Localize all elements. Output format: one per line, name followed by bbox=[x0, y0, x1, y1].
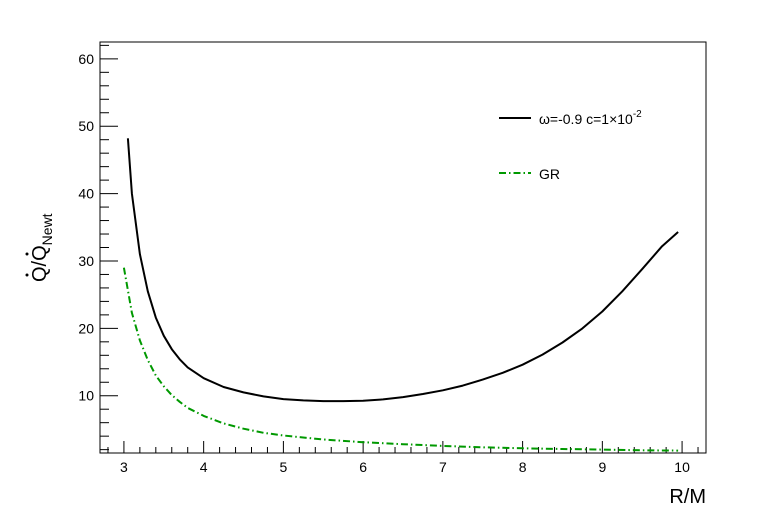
x-tick-label: 5 bbox=[279, 459, 287, 475]
y-axis-title-dot-1 bbox=[25, 273, 29, 277]
x-tick-label: 4 bbox=[200, 459, 208, 475]
y-axis-title: Q/QNewt bbox=[29, 213, 55, 282]
legend-label-series-1: ω=-0.9 c=1×10-2 bbox=[539, 109, 642, 127]
y-tick-label: 60 bbox=[78, 51, 94, 67]
y-tick-label: 40 bbox=[78, 186, 94, 202]
series-layer bbox=[122, 138, 679, 452]
legend-label-series-2: GR bbox=[539, 166, 560, 182]
x-tick-label: 3 bbox=[120, 459, 128, 475]
x-tick-label: 10 bbox=[674, 459, 690, 475]
x-tick-label: 6 bbox=[359, 459, 367, 475]
y-axis-ticks: 10 20 30 40 50 60 bbox=[78, 44, 118, 451]
y-tick-label: 50 bbox=[78, 118, 94, 134]
y-axis-title-sub: Newt bbox=[39, 213, 55, 245]
x-tick-label: 7 bbox=[439, 459, 447, 475]
y-axis-title-group: Q/QNewt bbox=[25, 213, 55, 282]
y-tick-label: 20 bbox=[78, 320, 94, 336]
y-axis-title-dot-2 bbox=[25, 252, 29, 256]
legend-label-series-1-sup: -2 bbox=[633, 109, 642, 120]
y-axis-title-main: Q/Q bbox=[29, 245, 51, 282]
x-axis-ticks: 3 4 5 6 7 8 9 10 bbox=[107, 441, 699, 475]
legend-label-series-1-main: ω=-0.9 c=1×10 bbox=[539, 111, 633, 127]
y-tick-label: 30 bbox=[78, 253, 94, 269]
series-line-1 bbox=[126, 138, 679, 403]
series-line-2 bbox=[122, 267, 679, 452]
x-tick-label: 9 bbox=[598, 459, 606, 475]
legend: ω=-0.9 c=1×10-2 GR bbox=[499, 109, 642, 182]
x-axis-title: R/M bbox=[669, 486, 706, 508]
y-tick-label: 10 bbox=[78, 388, 94, 404]
plot-frame bbox=[99, 41, 707, 454]
x-tick-label: 8 bbox=[519, 459, 527, 475]
